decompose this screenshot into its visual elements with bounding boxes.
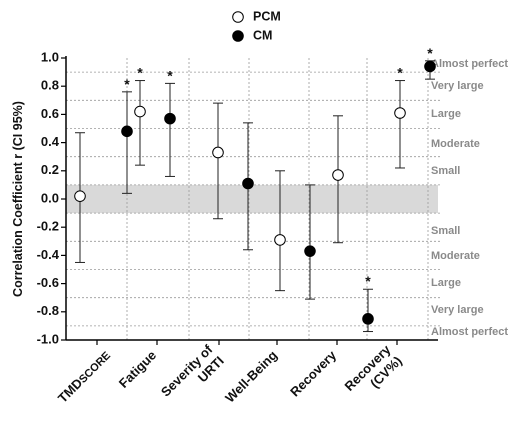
- y-tick-label: 0.4: [41, 134, 60, 149]
- cm-point: [362, 313, 374, 325]
- significance-star: *: [137, 65, 143, 81]
- significance-star: *: [167, 67, 173, 83]
- pcm-point: [134, 105, 146, 118]
- category-label: Recovery(CV%): [341, 341, 405, 405]
- y-tick-label: -0.8: [37, 303, 59, 318]
- magnitude-label: Almost perfect: [431, 58, 508, 70]
- cm-point: [242, 177, 254, 190]
- y-tick-label: 0.8: [41, 78, 59, 93]
- pcm-point: [74, 190, 86, 202]
- trivial-band: [66, 184, 438, 214]
- significance-star: *: [365, 273, 371, 289]
- cm-point: [164, 112, 176, 125]
- legend-label-cm: CM: [253, 28, 272, 42]
- magnitude-label: Large: [431, 277, 461, 289]
- y-tick-label: -0.6: [37, 275, 59, 290]
- y-tick-label: -1.0: [37, 331, 59, 346]
- significance-star: *: [124, 76, 130, 92]
- category-label-sub: SCORE: [77, 350, 113, 386]
- pcm-point: [332, 169, 344, 181]
- y-axis-title: Correlation Coefficient r (CI 95%): [11, 101, 25, 297]
- pcm-point: [274, 234, 286, 246]
- magnitude-label: Large: [431, 108, 461, 120]
- y-tick-label: 0.0: [41, 190, 59, 205]
- pcm-point: [394, 107, 406, 119]
- y-tick-label: 0.2: [41, 162, 59, 177]
- magnitude-label: Almost perfect: [431, 326, 508, 338]
- significance-star: *: [427, 45, 433, 61]
- magnitude-label: Moderate: [431, 138, 480, 150]
- magnitude-label: Small: [431, 165, 460, 177]
- legend-marker-cm: [232, 30, 244, 42]
- magnitude-label: Small: [431, 225, 460, 237]
- pcm-point: [212, 146, 224, 159]
- category-label: Recovery: [287, 347, 340, 400]
- category-label: Well-Being: [222, 347, 280, 405]
- y-tick-label: 1.0: [41, 49, 59, 64]
- category-label: Severity ofURTI: [158, 341, 227, 410]
- y-tick-label: -0.2: [37, 219, 59, 234]
- legend-label-pcm: PCM: [253, 9, 281, 23]
- significance-star: *: [397, 65, 403, 81]
- magnitude-label: Very large: [431, 80, 484, 92]
- y-tick-label: -0.4: [37, 247, 60, 262]
- cm-point: [121, 125, 133, 138]
- magnitude-label: Moderate: [431, 250, 480, 262]
- cm-point: [424, 60, 436, 73]
- category-label: Fatigue: [116, 348, 159, 391]
- magnitude-label: Very large: [431, 304, 484, 316]
- y-tick-label: 0.6: [41, 106, 59, 121]
- legend-marker-pcm: [232, 11, 244, 23]
- category-label: TMDSCORE: [55, 348, 113, 406]
- cm-point: [304, 245, 316, 257]
